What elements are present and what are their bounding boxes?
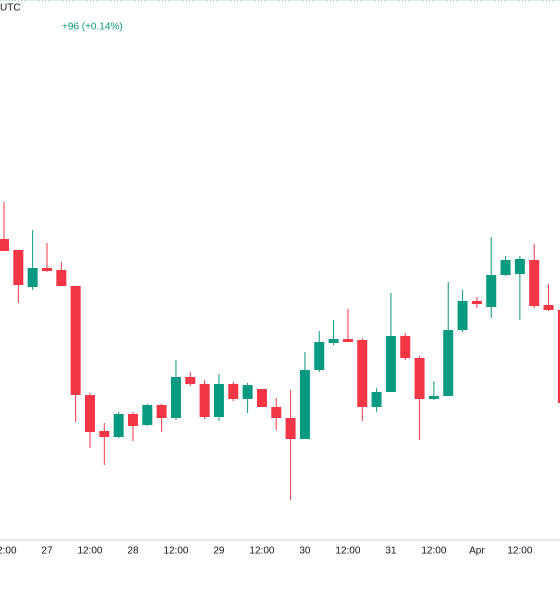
candle-body [242, 385, 253, 399]
candle-body [414, 358, 425, 399]
candle-body [428, 396, 439, 399]
candle-body [185, 377, 196, 384]
candle-body [557, 310, 560, 403]
change-label: +96 (+0.14%) [62, 22, 123, 33]
candle-body [13, 250, 24, 285]
candle-body [371, 392, 382, 407]
candle-body [84, 395, 95, 432]
candle-body [27, 268, 38, 287]
candle-body [56, 270, 67, 286]
candle-body [500, 260, 511, 275]
x-tick-label: 12:00 [163, 546, 188, 557]
candle-body [271, 407, 282, 418]
x-tick-label: 28 [127, 546, 139, 557]
candle-body [156, 405, 167, 418]
candle-body [41, 268, 52, 271]
candle-body [213, 384, 224, 417]
candle-body [285, 418, 296, 439]
candle-body [400, 336, 411, 358]
x-tick-label: 12:00 [507, 546, 532, 557]
x-tick-label: 12:00 [421, 546, 446, 557]
candle-body [228, 384, 239, 399]
candle-body [299, 370, 310, 439]
candle-body [514, 259, 525, 274]
candle-body [357, 340, 368, 407]
x-tick-label: 12:00 [249, 546, 274, 557]
candle-body [342, 339, 353, 342]
candle-body [127, 414, 138, 426]
x-tick-label: 31 [385, 546, 397, 557]
candle-body [543, 305, 554, 310]
candle-body [314, 342, 325, 370]
x-tick-label: 12:00 [0, 546, 17, 557]
candle-body [328, 339, 339, 343]
candle-body [486, 275, 497, 307]
candle-body [471, 301, 482, 304]
candle-body [0, 239, 9, 251]
candle-body [113, 414, 124, 437]
candle-body [199, 384, 210, 417]
candle-body [70, 286, 81, 395]
candle-body [443, 330, 454, 396]
x-tick-label: 30 [299, 546, 311, 557]
x-tick-label: 12:00 [335, 546, 360, 557]
candle-body [385, 336, 396, 392]
x-tick-label: 29 [213, 546, 225, 557]
x-tick-label: Apr [469, 546, 485, 557]
x-tick-label: 12:00 [77, 546, 102, 557]
candle-body [99, 431, 110, 437]
candle-body [529, 260, 540, 306]
candle-body [256, 389, 267, 407]
timezone: UTC [0, 3, 21, 14]
candle-body [142, 405, 153, 425]
candle-body [457, 301, 468, 330]
x-tick-label: 27 [41, 546, 53, 557]
candle-body [170, 377, 181, 418]
